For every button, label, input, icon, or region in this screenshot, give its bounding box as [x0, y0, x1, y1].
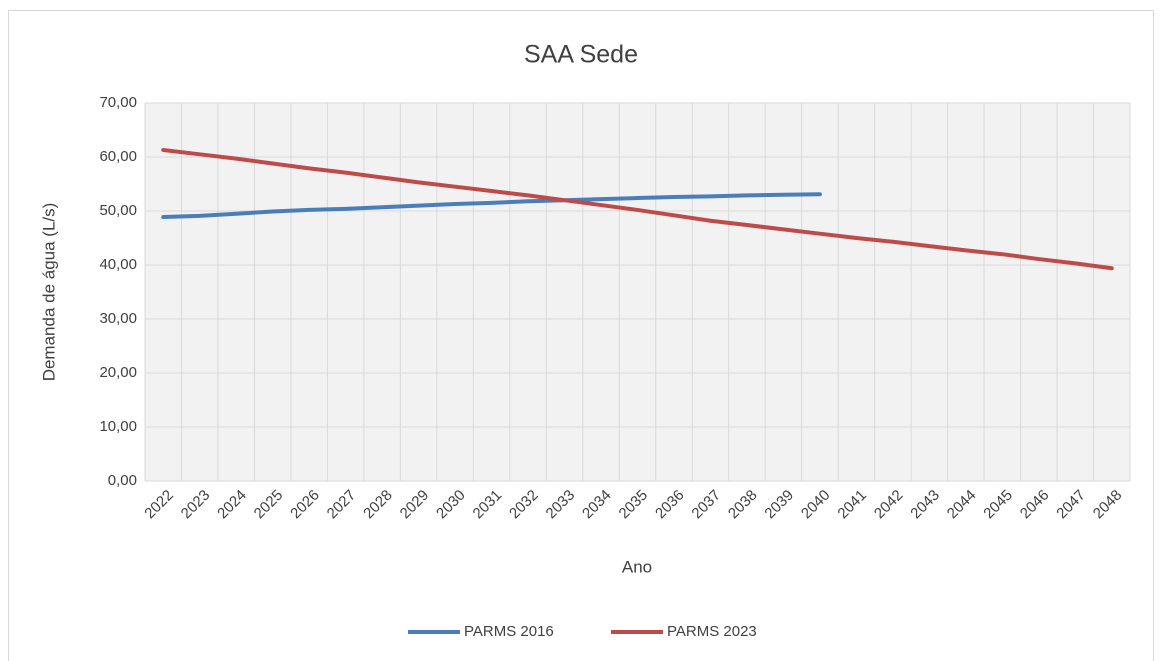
y-tick-label: 70,00: [99, 94, 137, 111]
y-tick-label: 30,00: [99, 310, 137, 327]
legend-label: PARMS 2016: [464, 623, 554, 640]
y-axis-title: Demanda de água (L/s): [39, 203, 58, 382]
x-axis-title: Ano: [622, 557, 652, 576]
y-tick-label: 20,00: [99, 364, 137, 381]
y-tick-label: 50,00: [99, 202, 137, 219]
plot-area: [145, 103, 1130, 481]
line-series: [161, 147, 1114, 271]
y-tick-label: 60,00: [99, 148, 137, 165]
legend-label: PARMS 2023: [667, 623, 757, 640]
y-tick-label: 10,00: [99, 418, 137, 435]
line-series: [161, 192, 822, 219]
y-tick-label: 0,00: [108, 472, 137, 489]
y-tick-label: 40,00: [99, 256, 137, 273]
chart-title: SAA Sede: [524, 41, 638, 69]
